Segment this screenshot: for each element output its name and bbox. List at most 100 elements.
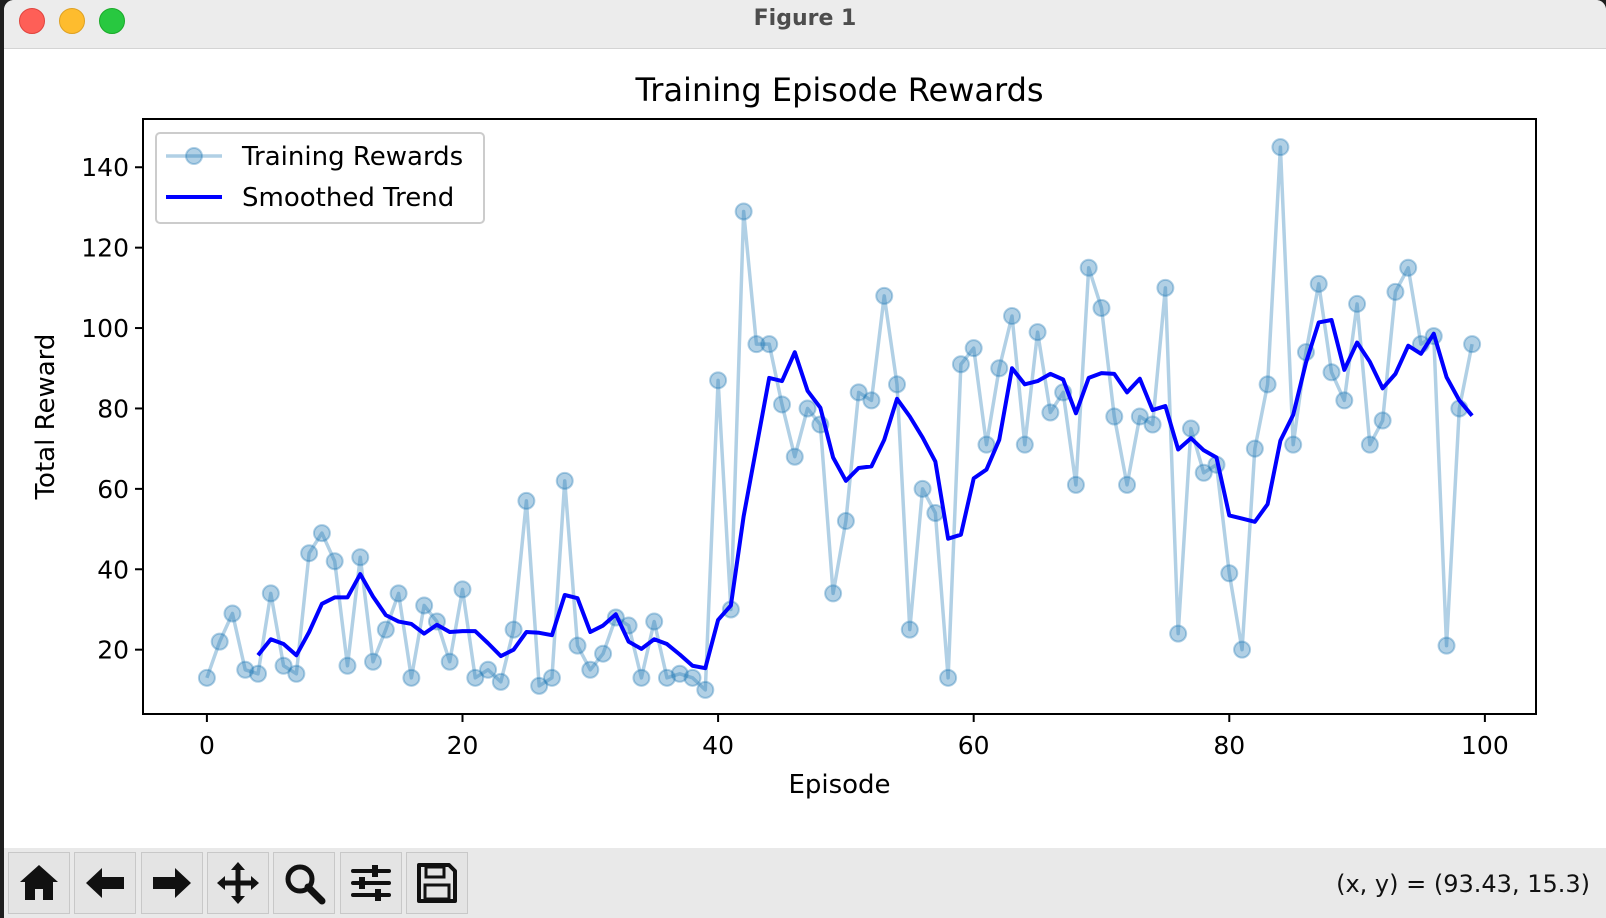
training-reward-point — [990, 359, 1009, 378]
training-reward-point — [197, 668, 216, 687]
minimize-window-button[interactable] — [59, 8, 85, 34]
training-reward-point — [1105, 407, 1124, 426]
plot-area-frame — [142, 118, 1537, 715]
training-reward-point — [325, 552, 344, 571]
training-reward-point — [1156, 278, 1175, 297]
training-reward-point — [1028, 323, 1047, 342]
training-reward-point — [300, 544, 319, 563]
subplots-config-button[interactable] — [340, 852, 402, 914]
training-reward-point — [1399, 258, 1418, 277]
training-reward-point — [542, 668, 561, 687]
smoothed-trend-line — [256, 318, 1474, 671]
training-reward-point — [760, 335, 779, 354]
save-button[interactable] — [406, 852, 468, 914]
training-reward-point — [479, 660, 498, 679]
training-reward-point — [338, 656, 357, 675]
training-reward-point — [709, 371, 728, 390]
training-reward-point — [900, 620, 919, 639]
training-reward-point — [555, 471, 574, 490]
training-reward-point — [1373, 411, 1392, 430]
training-reward-point — [568, 636, 587, 655]
training-reward-point — [1348, 294, 1367, 313]
close-window-button[interactable] — [19, 8, 45, 34]
training-reward-point — [862, 391, 881, 410]
back-button[interactable] — [74, 852, 136, 914]
training-reward-point — [1169, 624, 1188, 643]
title-bar: Figure 1 — [4, 0, 1606, 49]
training-reward-point — [1233, 640, 1252, 659]
chart-title: Training Episode Rewards — [634, 71, 1043, 109]
training-reward-point — [1322, 363, 1341, 382]
training-reward-point — [1463, 335, 1482, 354]
training-reward-point — [517, 491, 536, 510]
training-reward-point — [1360, 435, 1379, 454]
y-tick-label: 140 — [81, 153, 129, 182]
y-tick-label: 120 — [81, 234, 129, 263]
training-reward-point — [210, 632, 229, 651]
training-reward-point — [913, 479, 932, 498]
training-reward-point — [1015, 435, 1034, 454]
training-reward-point — [888, 375, 907, 394]
training-reward-point — [312, 524, 331, 543]
zoom-magnifier-icon — [285, 864, 326, 905]
training-reward-point — [594, 644, 613, 663]
training-reward-point — [747, 335, 766, 354]
training-reward-point — [581, 660, 600, 679]
zoom-window-button[interactable] — [99, 8, 125, 34]
training-reward-point — [1130, 407, 1149, 426]
x-tick-label: 40 — [702, 731, 734, 760]
training-reward-point — [236, 660, 255, 679]
training-reward-point — [1245, 439, 1264, 458]
pan-button[interactable] — [207, 852, 269, 914]
training-reward-point — [274, 656, 293, 675]
forward-button[interactable] — [141, 852, 203, 914]
training-reward-point — [402, 668, 421, 687]
training-reward-point — [939, 668, 958, 687]
training-reward-point — [824, 584, 843, 603]
training-reward-point — [657, 668, 676, 687]
training-reward-point — [389, 584, 408, 603]
x-tick-label: 20 — [447, 731, 479, 760]
training-reward-point — [632, 668, 651, 687]
cursor-coordinates: (x, y) = (93.43, 15.3) — [1336, 870, 1590, 898]
training-reward-point — [696, 680, 715, 699]
training-reward-point — [1220, 564, 1239, 583]
training-reward-point — [491, 672, 510, 691]
zoom-button[interactable] — [273, 852, 335, 914]
training-reward-point — [415, 596, 434, 615]
y-tick-label: 80 — [97, 394, 129, 423]
training-reward-point — [1092, 298, 1111, 317]
figure-window: Figure 1 Training Episode Rewards Episode… — [4, 0, 1606, 918]
training-reward-point — [1143, 415, 1162, 434]
subplots-config-icon — [351, 865, 391, 901]
x-tick-label: 100 — [1461, 731, 1509, 760]
legend-marker-training-rewards — [185, 147, 203, 165]
x-tick-label: 80 — [1213, 731, 1245, 760]
window-title: Figure 1 — [753, 6, 857, 31]
training-reward-point — [1386, 282, 1405, 301]
training-reward-point — [1437, 636, 1456, 655]
chart-figure[interactable]: Training Episode Rewards Episode Total Rew… — [4, 49, 1606, 848]
save-floppy-icon — [417, 863, 457, 903]
x-axis-label: Episode — [788, 770, 890, 800]
training-reward-point — [1003, 306, 1022, 325]
training-reward-point — [977, 435, 996, 454]
legend-label-training-rewards: Training Rewards — [241, 142, 463, 172]
training-reward-point — [1271, 138, 1290, 157]
training-reward-point — [683, 668, 702, 687]
training-reward-point — [645, 612, 664, 631]
training-reward-point — [351, 548, 370, 567]
training-reward-point — [1041, 403, 1060, 422]
training-reward-point — [964, 339, 983, 358]
back-arrow-icon — [86, 868, 124, 898]
training-reward-point — [875, 286, 894, 305]
training-reward-point — [670, 664, 689, 683]
training-reward-point — [1079, 258, 1098, 277]
home-button[interactable] — [8, 852, 70, 914]
y-axis-label: Total Reward — [31, 334, 61, 501]
training-reward-point — [1066, 475, 1085, 494]
training-rewards-line — [205, 145, 1474, 692]
training-reward-point — [376, 620, 395, 639]
navigation-toolbar: (x, y) = (93.43, 15.3) — [4, 848, 1606, 918]
x-tick-label: 60 — [958, 731, 990, 760]
